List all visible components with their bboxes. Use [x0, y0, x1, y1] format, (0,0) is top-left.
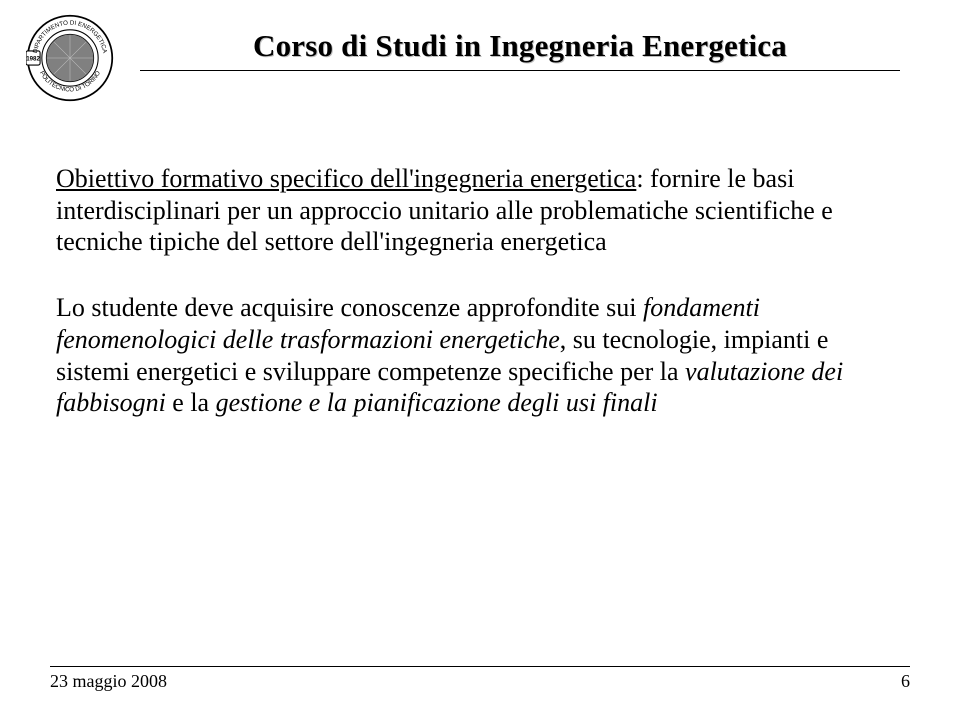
footer-date: 23 maggio 2008 [50, 671, 167, 692]
paragraph-student: Lo studente deve acquisire conoscenze ap… [56, 292, 904, 419]
footer: 23 maggio 2008 6 [0, 666, 960, 692]
footer-rule [50, 666, 910, 667]
logo-year: 1982 [26, 56, 40, 63]
slide: 1982 DIPARTIMENTO DI ENERGETICA POLITECN… [0, 0, 960, 716]
header: Corso di Studi in Ingegneria Energetica [140, 28, 900, 71]
p2-em3: gestione e la pianificazione degli usi f… [216, 388, 658, 417]
institution-logo: 1982 DIPARTIMENTO DI ENERGETICA POLITECN… [26, 14, 114, 102]
page-title: Corso di Studi in Ingegneria Energetica [140, 28, 900, 70]
p1-lead: Obiettivo formativo specifico dell'ingeg… [56, 164, 636, 193]
paragraph-objective: Obiettivo formativo specifico dell'ingeg… [56, 163, 904, 258]
footer-row: 23 maggio 2008 6 [50, 671, 910, 692]
title-rule [140, 70, 900, 71]
content: Obiettivo formativo specifico dell'ingeg… [56, 163, 904, 419]
p2-pre: Lo studente deve acquisire conoscenze ap… [56, 293, 643, 322]
p2-mid2: e la [166, 388, 216, 417]
footer-page-number: 6 [901, 671, 910, 692]
